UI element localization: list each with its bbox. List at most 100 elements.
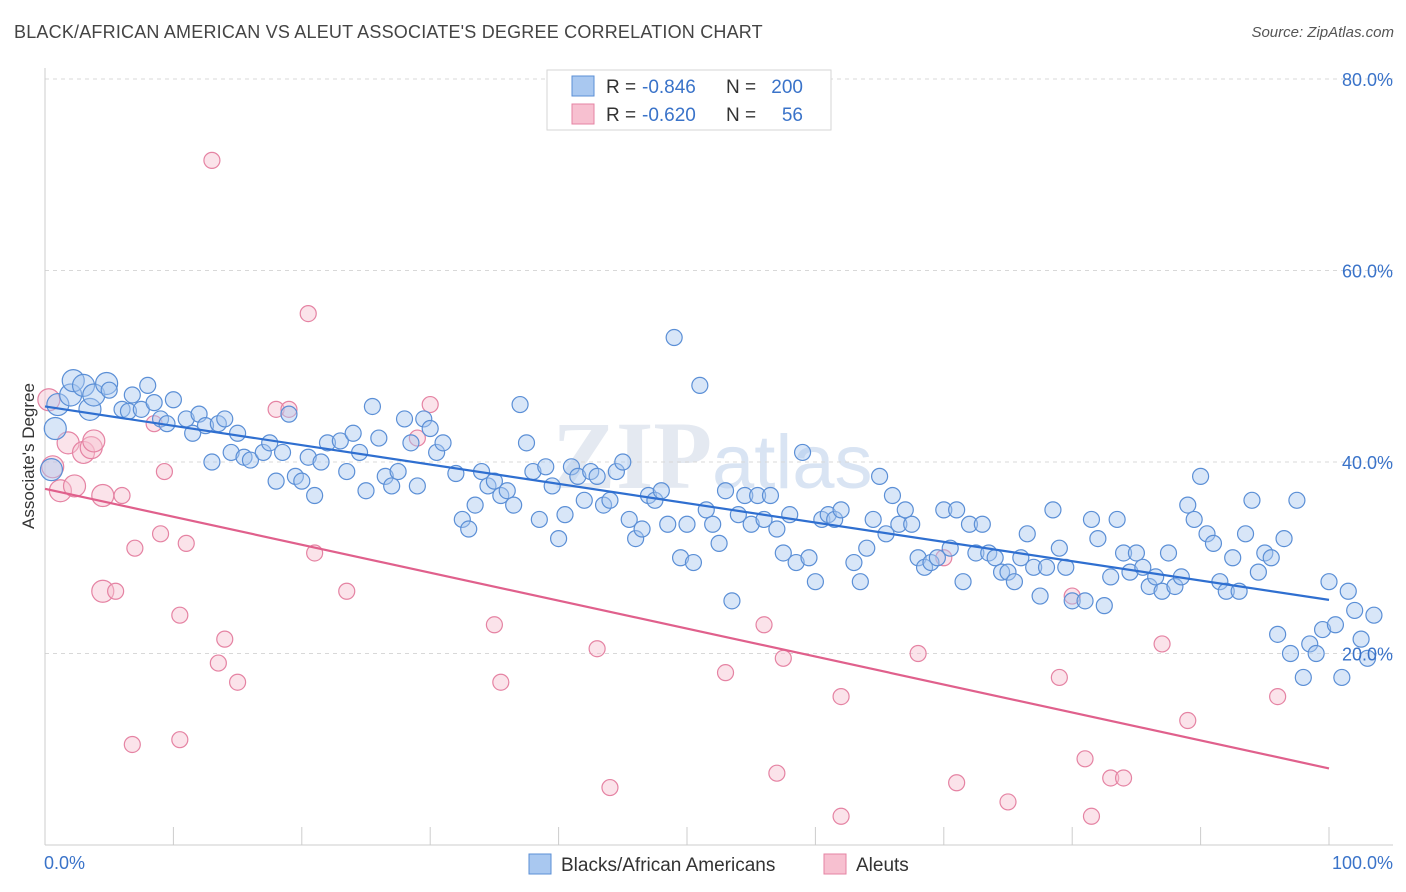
row1-n-label: N = [726, 77, 756, 98]
blacks-point [549, 529, 568, 548]
watermark: ZIP atlas [552, 402, 873, 509]
blacks-point [1114, 544, 1133, 562]
blacks-point [614, 453, 632, 471]
blacks-point [999, 563, 1017, 581]
blacks-point [935, 501, 953, 519]
aleut-point [1269, 687, 1287, 706]
bottom-legend-label-blue: Blacks/African Americans [561, 855, 775, 876]
axes [44, 68, 1393, 846]
blacks-point [71, 373, 96, 397]
blacks-point [716, 482, 735, 500]
blacks-point [607, 462, 625, 481]
aleut-point [113, 486, 131, 505]
blacks-point [832, 501, 850, 519]
blacks-point [357, 482, 375, 500]
blacks-point [1339, 582, 1357, 600]
blacks-point [1095, 597, 1113, 615]
blacks-point [1281, 644, 1300, 663]
blacks-point [505, 496, 523, 514]
trend-lines [44, 405, 1330, 770]
y-tick-label: 60.0% [1342, 262, 1393, 282]
blacks-point [241, 451, 260, 469]
blacks-point [1365, 606, 1383, 624]
row2-r-label: R = [606, 105, 636, 126]
blacks-point [556, 506, 574, 524]
aleut-point [177, 534, 195, 552]
blacks-point [1037, 558, 1056, 576]
blacks-point [1063, 592, 1081, 610]
blacks-point [229, 424, 247, 442]
blacks-point [1326, 616, 1345, 634]
blacks-point [164, 391, 182, 409]
blacks-point [954, 573, 972, 591]
stats-legend: R = -0.846 N = 200 R = -0.620 N = 56 [546, 69, 832, 131]
blacks-point [415, 410, 433, 428]
aleut-point [216, 630, 234, 648]
blacks-point [870, 467, 889, 485]
blacks-point [312, 453, 330, 471]
blacks-point [684, 553, 703, 572]
aleut-point [123, 735, 141, 754]
blacks-point [1288, 491, 1306, 509]
aleut-point [1063, 587, 1081, 605]
blacks-point [139, 376, 157, 394]
aleut-point [935, 549, 953, 567]
blacks-point [1236, 525, 1255, 543]
aleut-point [421, 395, 439, 414]
aleut-point [171, 606, 189, 624]
blacks-point [896, 501, 914, 519]
blacks-point [986, 549, 1004, 567]
blacks-point [1346, 601, 1364, 620]
blacks-point [43, 416, 67, 441]
blacks-point [903, 515, 921, 533]
blacks-point [691, 376, 709, 394]
y-tick-label: 40.0% [1342, 453, 1393, 473]
blacks-point [1153, 582, 1171, 600]
blacks-point [992, 563, 1011, 581]
blacks-point [530, 510, 548, 529]
blacks-point [434, 434, 452, 452]
aleut-point [91, 579, 115, 603]
blacks-point [793, 443, 812, 462]
blacks-point [1249, 563, 1267, 581]
watermark-zip: ZIP [552, 402, 712, 509]
blacks-point [1159, 544, 1178, 562]
aleut-point [948, 774, 966, 792]
blacks-point [967, 544, 985, 562]
grid [45, 78, 1393, 654]
blacks-point [665, 328, 683, 347]
aleut-point [716, 664, 735, 682]
blacks-point [293, 472, 311, 490]
stats-legend-swatch-pink [571, 103, 595, 125]
aleut-point [280, 400, 298, 418]
blacks-point [575, 491, 593, 509]
blacks-point [1294, 668, 1312, 687]
aleut-point [492, 673, 510, 691]
bottom-legend-label-pink: Aleuts [856, 855, 909, 876]
aleut-point [999, 793, 1017, 811]
blacks-point [203, 453, 221, 471]
blacks-point [652, 482, 670, 500]
y-tick-label: 80.0% [1342, 70, 1393, 90]
blacks-point [39, 458, 64, 482]
blacks-point [588, 467, 606, 485]
blacks-point [498, 482, 516, 500]
blacks-point [864, 510, 882, 529]
blacks-point [1050, 539, 1068, 557]
aleut-point [755, 616, 773, 634]
aleuts-points [37, 151, 1287, 825]
blacks-point [421, 419, 439, 438]
blacks-point [1005, 573, 1024, 591]
blacks-point [1018, 525, 1036, 543]
aleut-point [1179, 711, 1197, 730]
blacks-point [338, 462, 356, 481]
blacks-point [1352, 630, 1370, 648]
aleut-point [209, 654, 227, 672]
blacks-point [671, 549, 690, 567]
blacks-point [742, 515, 760, 533]
blacks-point [1102, 568, 1120, 586]
blacks-point [562, 458, 581, 476]
blacks-point [800, 549, 818, 567]
source-label: Source: ZipAtlas.com [1251, 24, 1394, 41]
aleut-point [126, 539, 144, 557]
